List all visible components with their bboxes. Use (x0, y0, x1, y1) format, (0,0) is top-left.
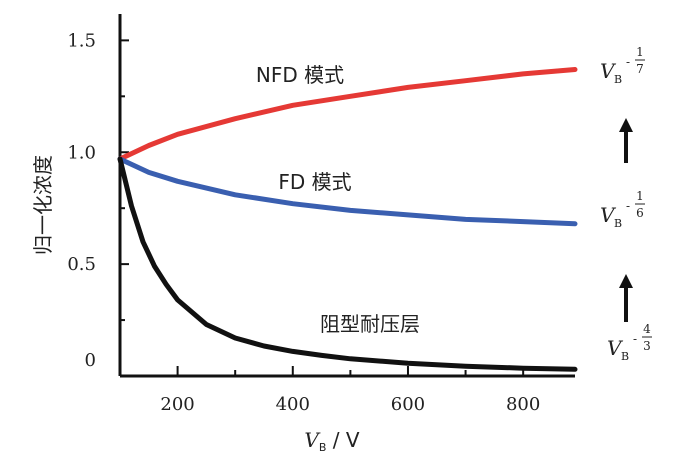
annotation-base: V (607, 336, 624, 360)
x-axis-title-unit: / V (326, 428, 359, 452)
annotation-sign: - (626, 55, 630, 69)
arrow-head (619, 118, 633, 132)
annotation-base: V (600, 59, 617, 83)
y-axis-title: 归一化浓度 (31, 155, 55, 255)
y-tick-label: 0.5 (67, 254, 96, 275)
annotation-denominator: 3 (643, 339, 651, 353)
series-label-1: NFD 模式 (256, 63, 344, 87)
x-axis-title-var: V (304, 428, 321, 452)
series-line-1 (117, 67, 578, 162)
annotation-sign: - (626, 199, 630, 213)
annotation-sign: - (633, 332, 637, 346)
x-axis-title: VB / V (304, 428, 359, 454)
x-tick-label: 800 (506, 394, 540, 415)
annotation-sub: B (614, 73, 622, 86)
annotation-denominator: 6 (636, 206, 644, 220)
exponent-annotation-3: V B-4 3 (607, 322, 652, 363)
x-tick-label: 200 (160, 394, 194, 415)
up-arrow-icon (619, 118, 633, 163)
y-tick-label: 1.0 (67, 142, 96, 163)
x-axis-title-sub: B (319, 441, 327, 454)
annotation-base: V (600, 203, 617, 227)
y-tick-label: 1.5 (67, 30, 96, 51)
exponent-annotation-1: V B-1 7 (600, 45, 645, 86)
series-label-2: FD 模式 (278, 170, 351, 194)
series-group (117, 67, 578, 372)
series-line-3 (117, 156, 578, 372)
annotation-numerator: 1 (636, 45, 644, 59)
arrow-head (619, 274, 633, 288)
exponent-annotation-2: V B-1 6 (600, 189, 645, 230)
y-tick-label: 0 (85, 350, 96, 371)
series-label-3: 阻型耐压层 (320, 312, 420, 336)
series-line-2 (117, 156, 578, 227)
annotation-denominator: 7 (636, 62, 644, 76)
annotation-sub: B (614, 217, 622, 230)
up-arrow-icon (619, 274, 633, 322)
x-tick-label: 400 (276, 394, 310, 415)
annotation-sub: B (621, 350, 629, 363)
annotations-group: V B-17V B-16V B-43 (600, 45, 652, 363)
annotation-numerator: 1 (636, 189, 644, 203)
x-tick-label: 600 (391, 394, 425, 415)
axes: 200 400 600 800 0 0.5 1.0 1.5 归一化浓度 VB / V (31, 14, 575, 454)
annotation-numerator: 4 (643, 322, 651, 336)
